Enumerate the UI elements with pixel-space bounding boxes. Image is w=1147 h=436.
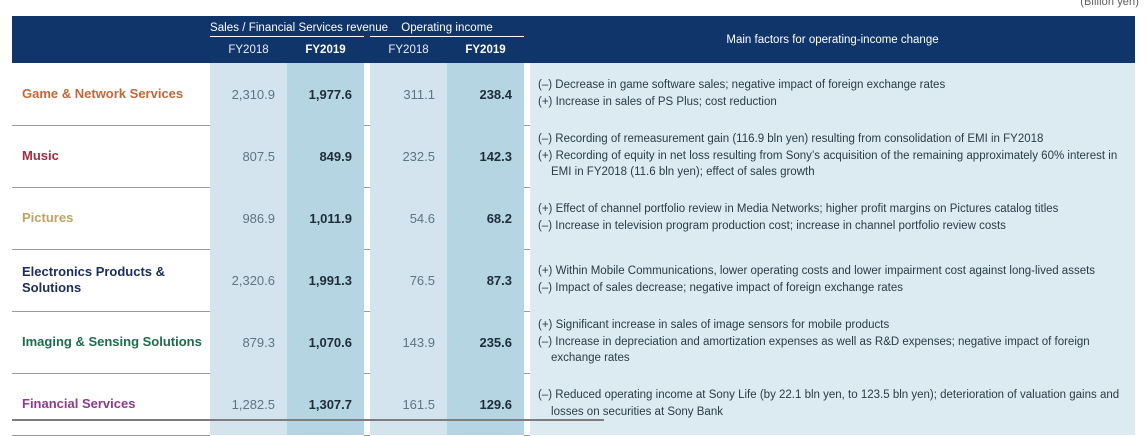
sales-fy2019-value: 849.9 bbox=[287, 125, 364, 187]
header-group-sales: Sales / Financial Services revenue bbox=[210, 16, 388, 39]
factor-line: (+) Recording of equity in net loss resu… bbox=[538, 149, 1118, 179]
sales-fy2019-value: 1,011.9 bbox=[287, 187, 364, 249]
column-gap bbox=[524, 311, 531, 374]
factor-line: (–) Impact of sales decrease; negative i… bbox=[538, 282, 904, 294]
segment-name: Electronics Products & bbox=[22, 263, 166, 279]
header-group-oi-label: Operating income bbox=[370, 19, 525, 37]
column-gap bbox=[524, 63, 531, 126]
header-group-sales-label: Sales / Financial Services revenue bbox=[210, 19, 388, 37]
table-header: Sales / Financial Services revenue Opera… bbox=[12, 16, 1136, 63]
header-gap-1 bbox=[364, 16, 370, 39]
column-gap bbox=[364, 311, 370, 374]
segment-name-cell: Electronics Products & Solutions bbox=[12, 249, 210, 312]
oi-fy2019-value: 142.3 bbox=[447, 125, 525, 187]
header-oi-fy2019-label: FY2019 bbox=[465, 44, 506, 56]
main-factors-cell: (–) Reduced operating income at Sony Lif… bbox=[530, 373, 1136, 435]
factor-line: (+) Within Mobile Communications, lower … bbox=[538, 265, 1096, 278]
table-row: Imaging & Sensing Solutions 879.3 1,070.6 1… bbox=[12, 311, 1136, 374]
segment-name-cell: Music bbox=[12, 125, 210, 188]
table-row: Financial Services 1,282.5 1,307.7 161.5 129… bbox=[12, 373, 1136, 436]
oi-fy2018-value: 76.5 bbox=[370, 249, 447, 311]
factor-line: (+) Increase in sales of PS Plus; cost r… bbox=[538, 96, 777, 108]
column-gap bbox=[524, 125, 531, 188]
oi-fy2018-value: 143.9 bbox=[370, 311, 447, 373]
main-factors-cell: (+) Effect of channel portfolio review i… bbox=[530, 187, 1136, 249]
units-note: (Billion yen) bbox=[1080, 0, 1139, 8]
factor-line: (–) Decrease in game software sales; neg… bbox=[538, 79, 946, 92]
oi-fy2018-value: 54.6 bbox=[370, 187, 447, 249]
main-factors-cell: (–) Decrease in game software sales; neg… bbox=[530, 63, 1136, 125]
segment-name-cell: Imaging & Sensing Solutions bbox=[12, 311, 210, 374]
sales-fy2018-value: 1,282.5 bbox=[210, 373, 287, 435]
column-gap bbox=[364, 249, 370, 312]
factor-line: (–) Recording of remeasurement gain (116… bbox=[538, 132, 1044, 145]
sales-fy2019-value: 1,070.6 bbox=[287, 311, 364, 373]
header-gap-2 bbox=[524, 16, 531, 39]
main-factors-cell: (+) Within Mobile Communications, lower … bbox=[530, 249, 1136, 311]
header-main-factors: Main factors for operating-income change bbox=[530, 16, 1136, 63]
main-factors-cell: (+) Significant increase in sales of ima… bbox=[530, 311, 1136, 373]
header-blank-label-2 bbox=[12, 39, 210, 63]
header-oi-fy2018: FY2018 bbox=[370, 39, 447, 63]
main-factors-cell: (–) Recording of remeasurement gain (116… bbox=[530, 125, 1136, 187]
oi-fy2019-value: 235.6 bbox=[447, 311, 525, 373]
header-sales-fy2019: FY2019 bbox=[287, 39, 364, 63]
segment-name: Financial Services bbox=[22, 395, 136, 411]
sales-fy2018-value: 986.9 bbox=[210, 187, 287, 249]
oi-fy2018-value: 311.1 bbox=[370, 63, 447, 125]
segment-name: Game & Network Services bbox=[22, 85, 184, 101]
column-gap bbox=[364, 187, 370, 250]
segment-name-cell: Financial Services bbox=[12, 373, 210, 436]
header-group-operating-income: Operating income bbox=[370, 16, 525, 39]
header-sales-fy2018: FY2018 bbox=[210, 39, 287, 63]
header-sales-fy2018-label: FY2018 bbox=[228, 44, 269, 56]
factor-line: (–) Increase in depreciation and amortiz… bbox=[538, 335, 1090, 365]
sales-fy2019-value: 1,307.7 bbox=[287, 373, 364, 435]
table-row: Game & Network Services 2,310.9 1,977.6 311… bbox=[12, 63, 1136, 126]
oi-fy2018-value: 161.5 bbox=[370, 373, 447, 435]
segment-results-table: Sales / Financial Services revenue Opera… bbox=[12, 16, 1136, 436]
oi-fy2018-value: 232.5 bbox=[370, 125, 447, 187]
sales-fy2018-value: 2,320.6 bbox=[210, 249, 287, 311]
table-row: Pictures 986.9 1,011.9 54.6 68.2 (+) Effect o… bbox=[12, 187, 1136, 250]
oi-fy2019-value: 87.3 bbox=[447, 249, 525, 311]
segment-name: Pictures bbox=[22, 209, 74, 225]
table-row: Electronics Products & Solutions 2,320.6 1,… bbox=[12, 249, 1136, 312]
sales-fy2018-value: 879.3 bbox=[210, 311, 287, 373]
sales-fy2019-value: 1,991.3 bbox=[287, 249, 364, 311]
segment-name: Music bbox=[22, 147, 59, 163]
column-gap bbox=[524, 249, 531, 312]
sales-fy2019-value: 1,977.6 bbox=[287, 63, 364, 125]
header-gap-4 bbox=[524, 39, 531, 63]
segment-name: Imaging & Sensing Solutions bbox=[22, 333, 202, 349]
oi-fy2019-value: 238.4 bbox=[447, 63, 525, 125]
sales-fy2018-value: 807.5 bbox=[210, 125, 287, 187]
sales-fy2018-value: 2,310.9 bbox=[210, 63, 287, 125]
factor-line: (+) Significant increase in sales of ima… bbox=[538, 318, 890, 331]
segment-name-cell: Pictures bbox=[12, 187, 210, 250]
header-oi-fy2018-label: FY2018 bbox=[388, 44, 429, 56]
column-gap bbox=[364, 125, 370, 188]
factor-line: (+) Effect of channel portfolio review i… bbox=[538, 203, 1059, 216]
header-gap-3 bbox=[364, 39, 370, 63]
segment-name-cell: Game & Network Services bbox=[12, 63, 210, 126]
table-body: Game & Network Services 2,310.9 1,977.6 311… bbox=[12, 63, 1136, 436]
segment-results-table-wrapper: Sales / Financial Services revenue Opera… bbox=[12, 16, 1136, 436]
factor-line: (–) Increase in television program produ… bbox=[538, 220, 1006, 232]
header-oi-fy2019: FY2019 bbox=[447, 39, 525, 63]
column-gap bbox=[364, 63, 370, 126]
oi-fy2019-value: 129.6 bbox=[447, 373, 525, 435]
table-bottom-rule bbox=[12, 419, 604, 421]
segment-name-line2: Solutions bbox=[22, 280, 82, 295]
header-sales-fy2019-label: FY2019 bbox=[305, 44, 346, 56]
oi-fy2019-value: 68.2 bbox=[447, 187, 525, 249]
column-gap bbox=[524, 187, 531, 250]
factor-line: (–) Reduced operating income at Sony Lif… bbox=[538, 389, 1120, 418]
table-row: Music 807.5 849.9 232.5 142.3 (–) Recording o… bbox=[12, 125, 1136, 188]
header-blank-label bbox=[12, 16, 210, 39]
